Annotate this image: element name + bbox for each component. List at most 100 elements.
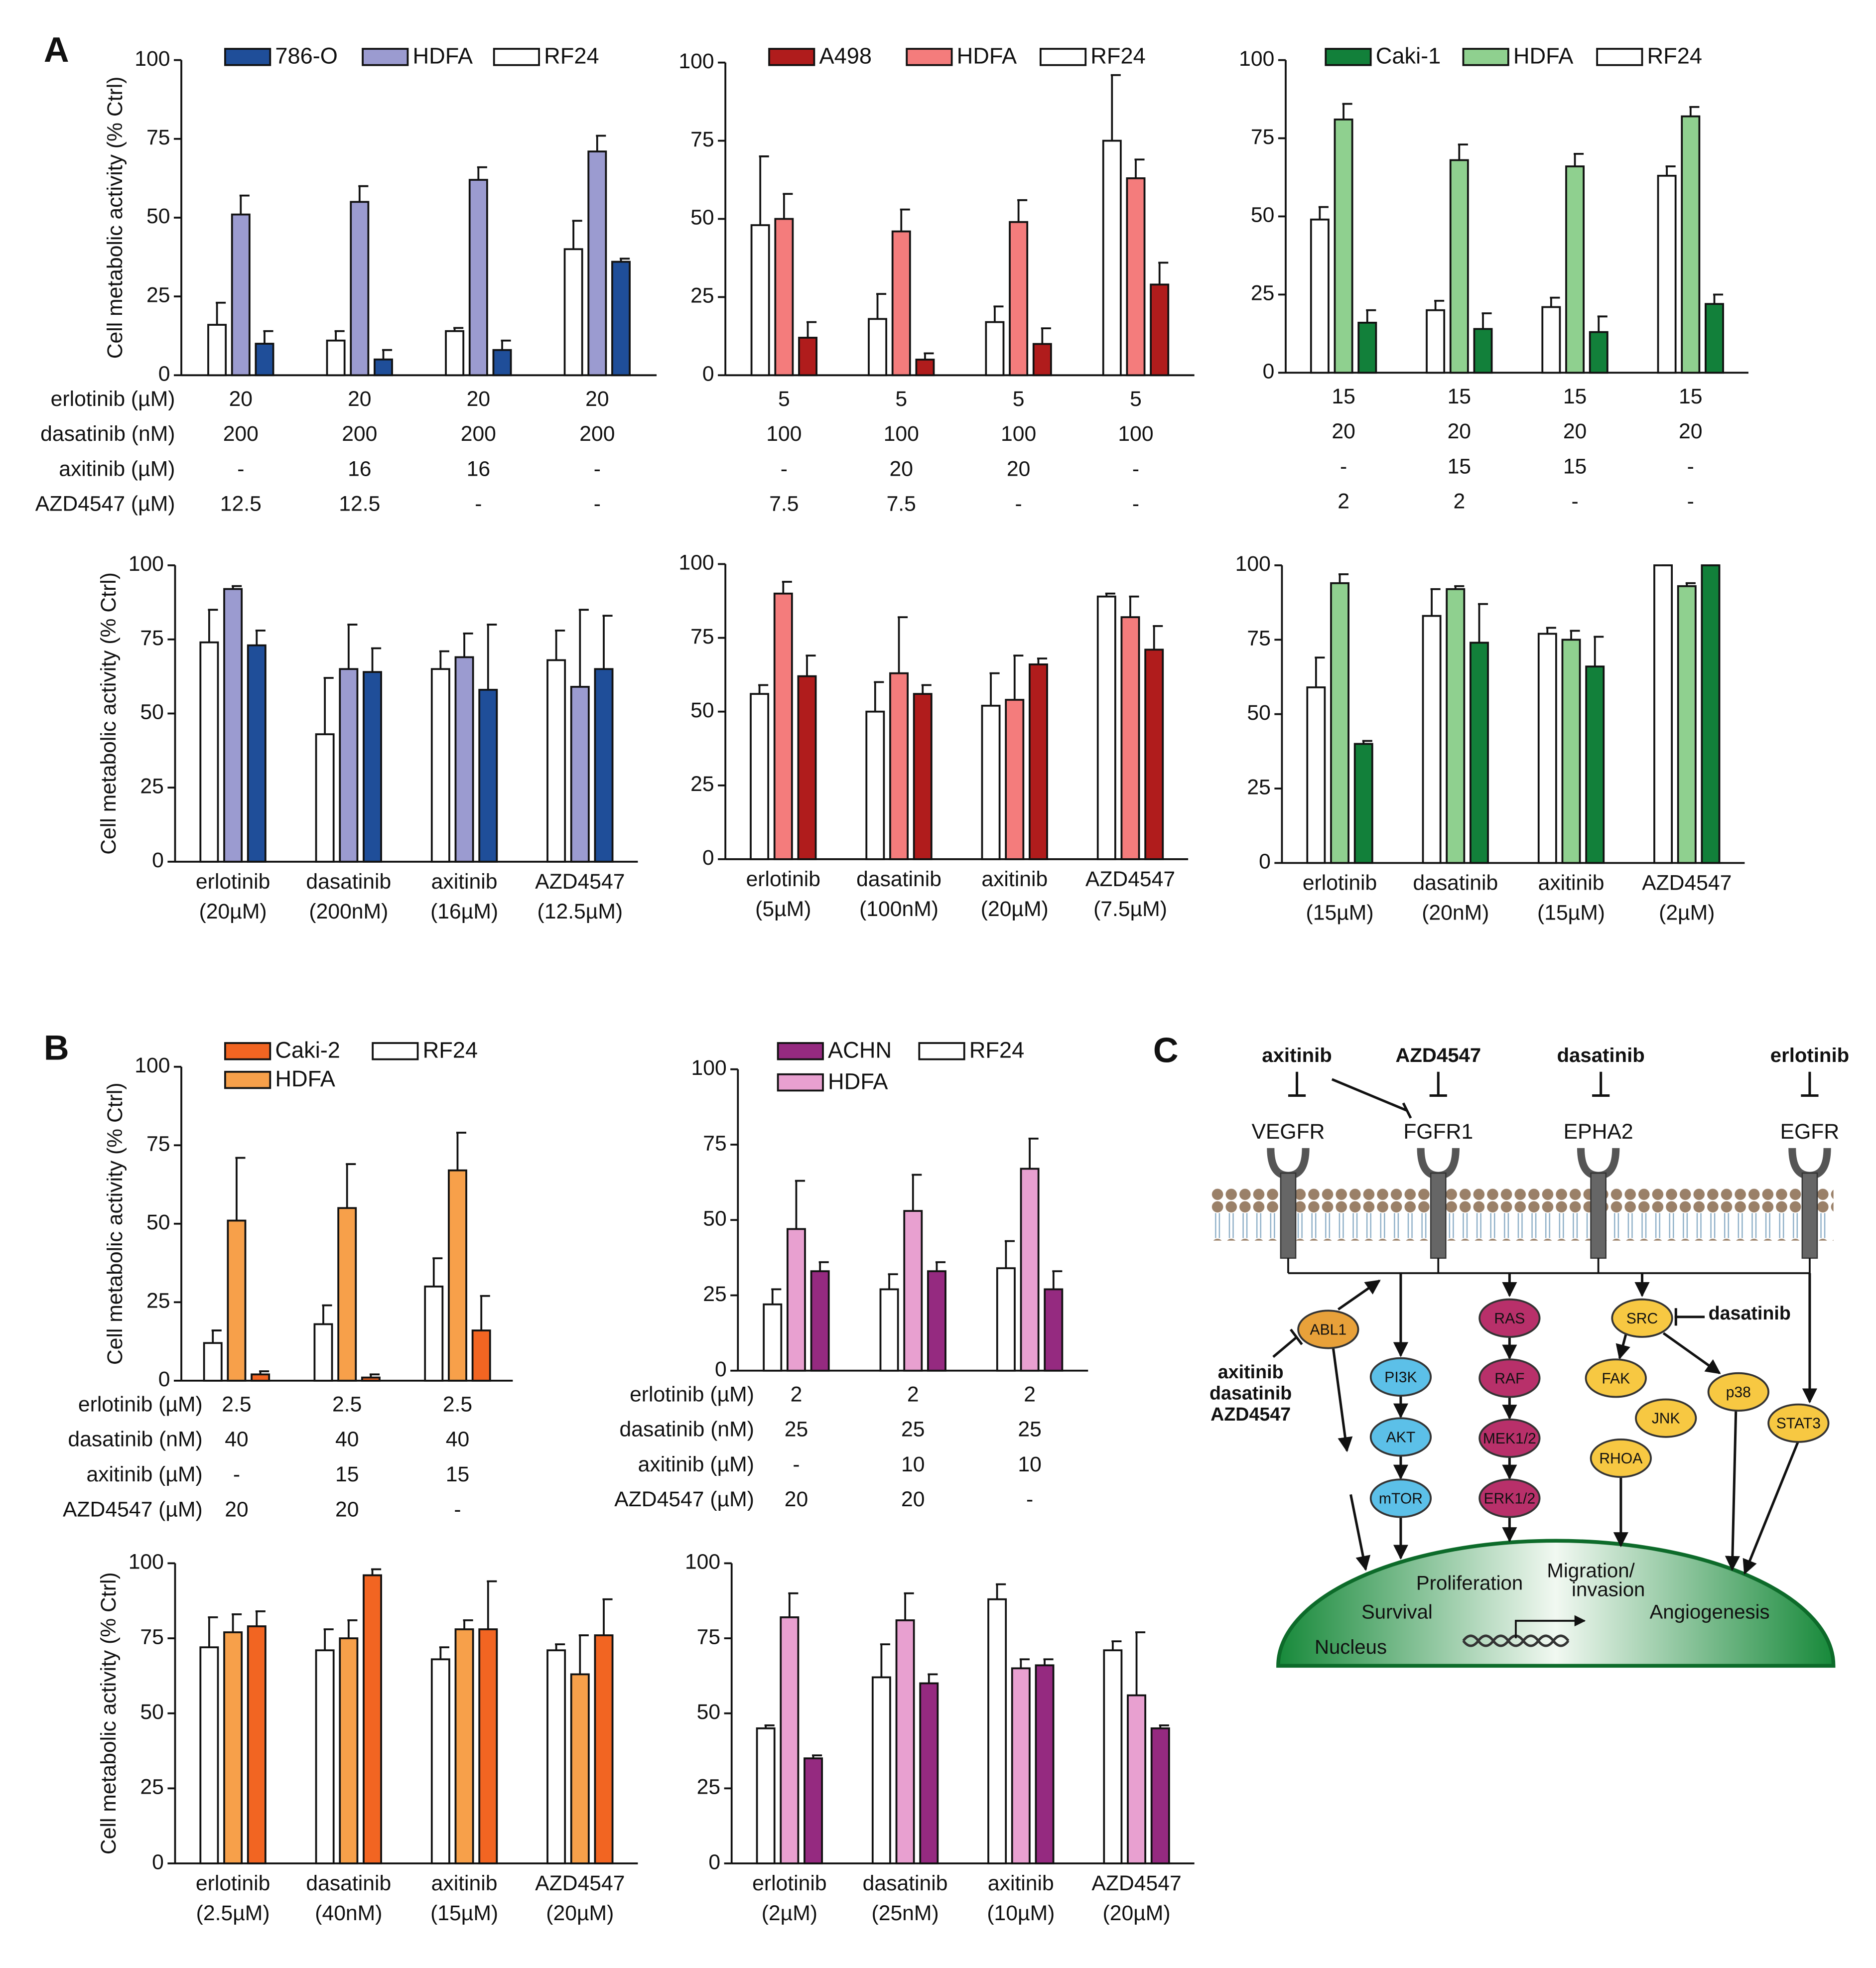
condition-value: 7.5 — [769, 492, 799, 516]
bar — [871, 1676, 891, 1864]
y-tick-label: 0 — [702, 362, 714, 386]
receptor — [1788, 1148, 1831, 1180]
bar — [223, 1631, 243, 1864]
condition-value: 2.5 — [443, 1392, 472, 1416]
condition-value: - — [793, 1452, 800, 1476]
panel-label: C — [1153, 1031, 1179, 1070]
y-axis-label: Cell metabolic activity (% Ctrl) — [97, 572, 121, 855]
node-label: ERK1/2 — [1483, 1490, 1535, 1507]
condition-value: 20 — [1007, 457, 1030, 481]
bar — [1144, 649, 1164, 860]
node-label: MEK1/2 — [1483, 1431, 1536, 1447]
bar — [1565, 165, 1585, 374]
condition-value: 20 — [1563, 419, 1587, 443]
node-label: mTOR — [1379, 1490, 1423, 1507]
y-tick-label: 0 — [708, 1850, 720, 1874]
condition-label: dasatinib (nM) — [620, 1418, 754, 1442]
bar — [546, 659, 566, 863]
bar — [1589, 331, 1608, 374]
x-tick-label: erlotinib — [746, 867, 820, 891]
condition-value: 15 — [1563, 385, 1587, 408]
legend-swatch — [1462, 48, 1509, 66]
bar — [350, 201, 370, 377]
bar — [468, 179, 488, 377]
bar — [804, 1757, 823, 1864]
nucleus-label: Angiogenesis — [1650, 1600, 1770, 1623]
bar — [1150, 1727, 1170, 1864]
bar — [1330, 582, 1350, 864]
legend-swatch — [224, 1042, 271, 1060]
bar — [374, 358, 393, 377]
bar — [879, 1288, 899, 1372]
legend-label: ACHN — [828, 1038, 892, 1063]
bar — [774, 218, 794, 377]
condition-value: - — [454, 1497, 461, 1521]
condition-value: 20 — [225, 1497, 248, 1521]
condition-value: - — [1132, 457, 1139, 481]
condition-value: 20 — [229, 387, 253, 411]
bar — [773, 592, 793, 860]
bar — [478, 1628, 498, 1864]
node-label: ABL1 — [1310, 1321, 1346, 1338]
receptor — [1280, 1172, 1297, 1259]
bar — [1541, 306, 1561, 374]
bar — [927, 1270, 946, 1372]
x-tick-label: dasatinib — [306, 1871, 391, 1895]
x-tick-label: (20µM) — [199, 900, 267, 923]
y-tick-label: 100 — [685, 1550, 720, 1574]
bar — [1029, 663, 1048, 860]
legend-label: RF24 — [969, 1038, 1024, 1063]
y-tick-label: 50 — [1251, 203, 1274, 227]
condition-value: 100 — [884, 422, 919, 446]
y-axis-label: Cell metabolic activity (% Ctrl) — [103, 77, 127, 359]
receptor — [1577, 1148, 1620, 1180]
bar — [750, 693, 770, 860]
condition-value: 5 — [895, 387, 907, 411]
bar — [1701, 564, 1721, 864]
condition-value: 20 — [1332, 419, 1355, 443]
bar — [981, 704, 1001, 860]
x-tick-label: (2µM) — [762, 1901, 817, 1925]
y-tick-label: 100 — [134, 47, 170, 71]
bar — [903, 1210, 923, 1372]
bar — [1126, 177, 1146, 377]
condition-value: 20 — [901, 1487, 925, 1511]
y-tick-label: 0 — [1259, 850, 1271, 874]
nucleus-label: Nucleus — [1315, 1636, 1387, 1658]
bar — [454, 656, 474, 863]
bar — [1537, 633, 1557, 864]
legend-label: RF24 — [544, 43, 599, 69]
legend-label: RF24 — [1090, 43, 1146, 69]
drug-label: dasatinib — [1209, 1382, 1292, 1403]
bar — [913, 693, 933, 860]
condition-value: 5 — [1013, 387, 1025, 411]
bar — [570, 1673, 590, 1864]
condition-value: 20 — [785, 1487, 808, 1511]
condition-label: axitinib (µM) — [86, 1462, 202, 1486]
node-label: FAK — [1602, 1370, 1630, 1387]
x-tick-label: (20µM) — [1103, 1901, 1171, 1925]
bar — [594, 1634, 614, 1864]
y-tick-label: 50 — [1247, 701, 1270, 725]
bar — [1310, 218, 1330, 374]
condition-value: 25 — [1018, 1418, 1041, 1442]
bar — [587, 150, 607, 377]
node — [1590, 1439, 1652, 1478]
x-tick-label: (40nM) — [315, 1901, 382, 1925]
y-axis-label: Cell metabolic activity (% Ctrl) — [103, 1082, 127, 1365]
bar — [247, 644, 267, 863]
x-tick-label: (12.5µM) — [537, 900, 623, 923]
y-tick-label: 50 — [690, 698, 714, 722]
condition-value: 15 — [1332, 385, 1355, 408]
legend-label: RF24 — [423, 1038, 478, 1063]
y-tick-label: 25 — [140, 1775, 163, 1799]
node-label: RHOA — [1599, 1450, 1643, 1467]
condition-value: 2 — [907, 1382, 919, 1406]
condition-label: AZD4547 (µM) — [614, 1487, 754, 1511]
condition-value: - — [1015, 492, 1022, 516]
condition-label: axitinib (µM) — [638, 1452, 754, 1476]
y-tick-label: 75 — [140, 626, 163, 650]
bar — [1127, 1694, 1147, 1864]
condition-value: 200 — [223, 422, 259, 446]
condition-value: 15 — [1448, 454, 1471, 478]
